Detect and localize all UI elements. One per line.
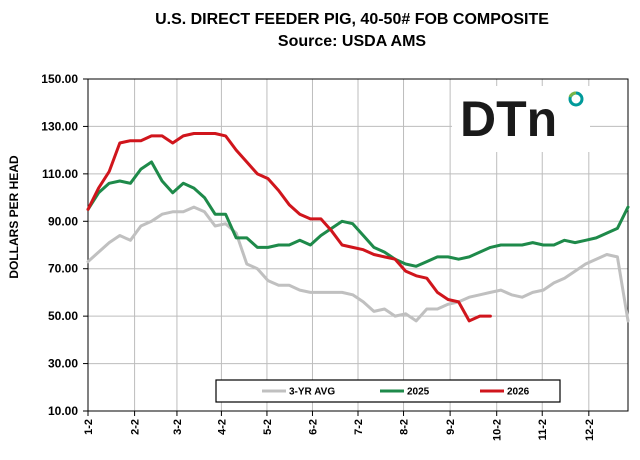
y-axis-label: DOLLARS PER HEAD — [7, 155, 21, 279]
x-axis: 1-2 2-2 3-2 4-2 5-2 6-2 7-2 8-2 9-2 10-2 11-2 12-2 — [83, 411, 596, 441]
series-line-2 — [86, 132, 492, 323]
y-tick-label: 90.00 — [48, 214, 78, 228]
x-tick-label: 8-2 — [399, 419, 411, 435]
logo-ring-accent-icon — [568, 91, 577, 98]
gridlines — [88, 79, 628, 411]
x-tick-label: 10-2 — [492, 419, 504, 441]
x-tick-label: 9-2 — [445, 419, 457, 435]
x-tick-label: 11-2 — [537, 419, 549, 440]
legend-label-0: 3-YR AVG — [289, 387, 335, 398]
series-line-1 — [86, 160, 630, 268]
x-tick-label: 5-2 — [262, 419, 274, 435]
x-tick-label: 2-2 — [130, 419, 142, 435]
x-tick-label: 12-2 — [584, 419, 596, 441]
legend: 3-YR AVG 2025 2026 — [215, 379, 561, 403]
chart-subtitle: Source: USDA AMS — [278, 33, 426, 50]
y-tick-label: 70.00 — [48, 262, 78, 276]
x-tick-label: 1-2 — [83, 419, 95, 435]
logo-text: DTn — [460, 91, 557, 147]
dtn-logo: DTn — [452, 86, 590, 152]
x-tick-label: 7-2 — [353, 419, 365, 435]
chart-title: U.S. DIRECT FEEDER PIG, 40-50# FOB COMPO… — [155, 11, 549, 28]
y-tick-label: 110.00 — [42, 167, 78, 181]
x-tick-label: 4-2 — [216, 419, 228, 435]
y-tick-label: 130.00 — [41, 119, 78, 133]
x-tick-label: 6-2 — [307, 419, 319, 435]
legend-label-1: 2025 — [407, 387, 430, 398]
y-tick-label: 30.00 — [48, 357, 78, 371]
series-lines — [86, 132, 630, 323]
y-tick-label: 150.00 — [41, 72, 78, 86]
y-axis: 10.00 30.00 50.00 70.00 90.00 110.00 130.00 150… — [41, 72, 88, 418]
y-tick-label: 10.00 — [48, 404, 78, 418]
series-line-0 — [86, 205, 630, 323]
x-tick-label: 3-2 — [172, 419, 184, 435]
legend-label-2: 2026 — [507, 387, 530, 398]
y-tick-label: 50.00 — [48, 309, 78, 323]
